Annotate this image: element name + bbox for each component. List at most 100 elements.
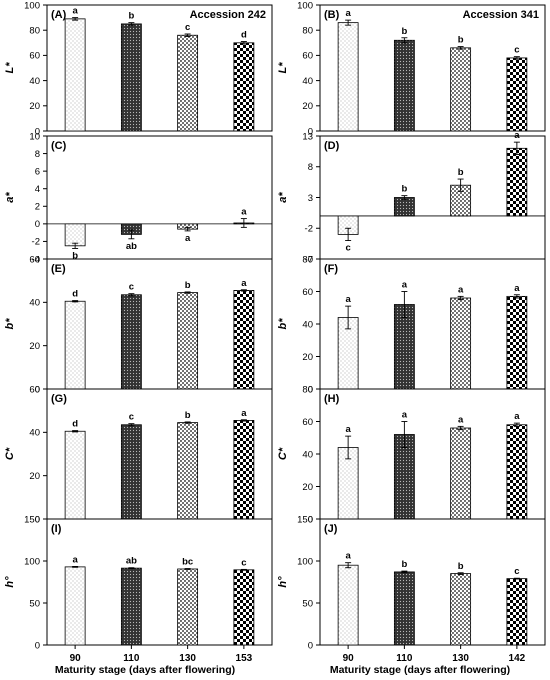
- significance-letter: a: [345, 8, 351, 19]
- y-axis-label: b*: [4, 318, 16, 330]
- y-tick-label: 80: [29, 26, 40, 37]
- y-tick-label: 20: [29, 471, 40, 482]
- x-tick-label: 110: [396, 653, 413, 664]
- y-tick-label: 80: [302, 26, 313, 37]
- bar-130: [450, 573, 472, 646]
- significance-letter: b: [185, 410, 191, 421]
- significance-letter: bc: [182, 557, 193, 568]
- y-tick-label: 150: [297, 514, 313, 525]
- panel-label: (G): [51, 393, 67, 405]
- y-tick-label: 50: [302, 598, 313, 609]
- y-tick-label: 10: [29, 131, 40, 142]
- significance-letter: a: [514, 411, 520, 422]
- y-tick-label: 150: [24, 514, 40, 525]
- bar-110: [120, 23, 142, 132]
- y-tick-label: 40: [302, 449, 313, 460]
- y-tick-label: 80: [302, 254, 313, 265]
- y-tick-label: 20: [29, 341, 40, 352]
- bar-153: [233, 42, 255, 132]
- chart-panel-g: 0 20 40 60 C* (G) d c b a: [4, 384, 273, 525]
- x-axis-label-right: Maturity stage (days after flowering): [330, 664, 510, 676]
- bar-130: [450, 297, 472, 390]
- y-tick-label: 60: [302, 51, 313, 62]
- y-tick-label: 100: [24, 556, 40, 567]
- significance-letter: b: [458, 35, 464, 46]
- y-tick-label: 3: [308, 193, 313, 204]
- panel-label: (A): [51, 9, 67, 21]
- y-tick-label: 50: [29, 598, 40, 609]
- y-tick-label: 0: [35, 514, 40, 525]
- y-axis-label: a*: [277, 192, 289, 203]
- significance-letter: a: [402, 280, 408, 291]
- y-tick-label: 8: [308, 162, 313, 173]
- x-axis-label-left: Maturity stage (days after flowering): [55, 664, 235, 676]
- significance-letter: c: [241, 557, 246, 568]
- bar-90: [64, 300, 86, 390]
- y-tick-label: 0: [35, 384, 40, 395]
- bar-142: [506, 578, 528, 646]
- significance-letter: a: [402, 410, 408, 421]
- bar-110: [120, 567, 142, 646]
- x-tick-label: 90: [70, 653, 82, 664]
- bar-90: [337, 22, 359, 132]
- y-tick-label: 0: [308, 514, 313, 525]
- panel-label: (C): [51, 140, 67, 152]
- bar-142: [506, 147, 528, 217]
- bar-130: [450, 427, 472, 520]
- significance-letter: c: [345, 243, 350, 254]
- significance-letter: a: [458, 414, 464, 425]
- y-tick-label: 60: [29, 51, 40, 62]
- bar-110: [393, 197, 415, 217]
- significance-letter: b: [72, 250, 78, 261]
- bar-142: [506, 424, 528, 520]
- chart-panel-a: 0 20 40 60 80 100 L* (A) Accession 242 a b c d: [4, 0, 273, 137]
- chart-panel-f: 0 20 40 60 80 b* (F) a a a a: [277, 254, 546, 395]
- accession-title: Accession 341: [463, 9, 539, 21]
- y-tick-label: 60: [29, 254, 40, 265]
- significance-letter: ab: [126, 556, 137, 567]
- significance-letter: a: [72, 554, 78, 565]
- bar-130: [177, 292, 199, 390]
- significance-letter: d: [72, 419, 78, 430]
- significance-letter: a: [185, 233, 191, 244]
- y-tick-label: 0: [308, 384, 313, 395]
- chart-panel-d: -7 -2 3 8 13 a* (D) c b b a: [277, 130, 546, 265]
- bar-130: [177, 422, 199, 520]
- bar-130: [177, 34, 199, 132]
- significance-letter: a: [241, 278, 247, 289]
- chart-panel-h: 0 20 40 60 80 C* (H) a a a a: [277, 384, 546, 525]
- panel-label: (I): [51, 523, 62, 535]
- y-tick-label: 8: [35, 149, 40, 160]
- y-axis-label: b*: [277, 318, 289, 330]
- x-tick-label: 130: [452, 653, 469, 664]
- x-tick-label: 130: [179, 653, 196, 664]
- y-tick-label: 40: [302, 76, 313, 87]
- panel-label: (E): [51, 263, 66, 275]
- y-tick-label: -4: [32, 254, 40, 265]
- bar-90: [64, 566, 86, 646]
- panel-label: (J): [324, 523, 338, 535]
- y-tick-label: 40: [302, 319, 313, 330]
- y-tick-label: 60: [302, 417, 313, 428]
- y-tick-label: 20: [302, 352, 313, 363]
- bar-90: [64, 430, 86, 520]
- bar-130: [177, 568, 199, 646]
- bar-90: [64, 223, 86, 247]
- y-axis-label: h°: [4, 576, 16, 588]
- y-tick-label: 0: [35, 640, 40, 651]
- bar-110: [393, 571, 415, 646]
- panel-label: (B): [324, 9, 340, 21]
- y-tick-label: 0: [35, 126, 40, 137]
- bar-110: [120, 424, 142, 520]
- y-axis-label: a*: [4, 192, 16, 203]
- y-tick-label: -7: [305, 254, 313, 265]
- bar-153: [233, 569, 255, 646]
- x-tick-label: 90: [343, 653, 355, 664]
- bar-90: [337, 564, 359, 646]
- significance-letter: b: [458, 561, 464, 572]
- significance-letter: a: [345, 294, 351, 305]
- bar-110: [393, 39, 415, 132]
- bar-90: [64, 18, 86, 132]
- y-axis-label: h°: [277, 576, 289, 588]
